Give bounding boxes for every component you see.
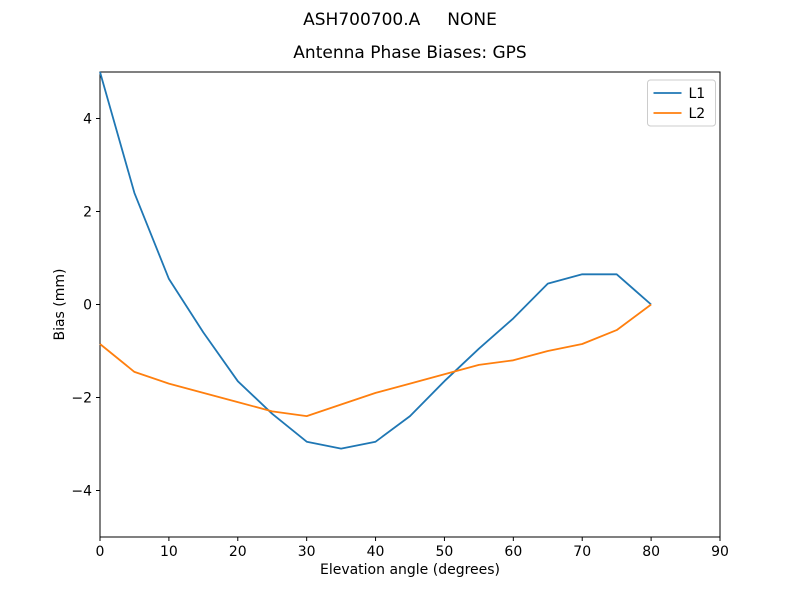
x-tick-label: 90 (711, 544, 729, 560)
x-tick-label: 50 (436, 544, 454, 560)
legend-label-l1: L1 (689, 86, 706, 102)
x-tick-label: 10 (160, 544, 178, 560)
x-tick-label: 0 (96, 544, 105, 560)
x-tick-label: 80 (642, 544, 660, 560)
x-tick-label: 40 (367, 544, 385, 560)
axes-spines (99, 71, 721, 538)
series-line-l2 (99, 303, 652, 418)
legend-box (647, 79, 716, 127)
x-tick-label: 20 (229, 544, 247, 560)
y-tick-label: −2 (71, 391, 92, 407)
x-tick-label: 70 (573, 544, 591, 560)
x-tick-label: 30 (298, 544, 316, 560)
y-tick-label: 0 (83, 298, 92, 314)
x-axis-label: Elevation angle (degrees) (320, 562, 500, 578)
y-tick-label: −4 (71, 484, 92, 500)
axes-title: Antenna Phase Biases: GPS (293, 43, 526, 63)
series-line-l1 (99, 71, 652, 450)
figure-suptitle: ASH700700.A NONE (303, 10, 497, 30)
y-tick-label: 2 (83, 205, 92, 221)
plot-layer: 0 10 20 30 40 50 60 70 80 90 −4 −2 0 2 4 L1 L2 (71, 71, 729, 560)
x-tick-label: 60 (504, 544, 522, 560)
y-tick-label: 4 (83, 112, 92, 128)
legend-label-l2: L2 (689, 106, 706, 122)
y-axis-label: Bias (mm) (52, 268, 68, 340)
